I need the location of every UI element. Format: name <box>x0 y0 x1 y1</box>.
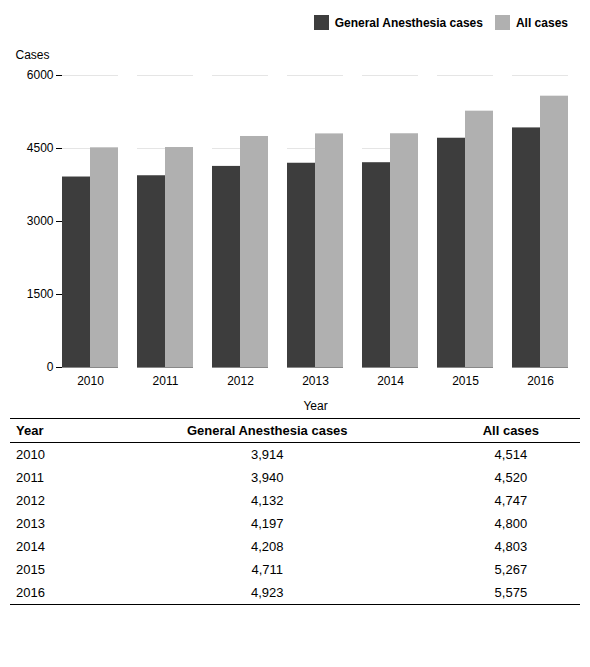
html-text:3,940: 3,940 <box>251 470 284 485</box>
html-text:General Anesthesia cases: General Anesthesia cases <box>334 15 483 30</box>
html-text:4,923: 4,923 <box>251 585 284 600</box>
html-text:All cases: All cases <box>482 423 540 438</box>
svg-text:4500: 4500 <box>27 141 54 155</box>
html-text:2012: 2012 <box>16 493 45 508</box>
svg-text:Cases: Cases <box>16 48 50 62</box>
html-text:2016: 2016 <box>16 585 45 600</box>
html-text:4,208: 4,208 <box>251 539 284 554</box>
html-text:General Anesthesia cases: General Anesthesia cases <box>186 423 348 438</box>
html-text:2011: 2011 <box>16 470 44 485</box>
html-text:2014: 2014 <box>16 539 45 554</box>
html-text:4,132: 4,132 <box>251 493 284 508</box>
html-text:4,747: 4,747 <box>494 493 528 508</box>
html-text:4,800: 4,800 <box>494 516 528 531</box>
svg-text:2012: 2012 <box>227 374 254 388</box>
html-text:5,575: 5,575 <box>494 585 528 600</box>
html-text:4,514: 4,514 <box>494 447 528 462</box>
svg-text:2013: 2013 <box>302 374 329 388</box>
svg-text:2011: 2011 <box>153 374 179 388</box>
svg-text:2014: 2014 <box>377 374 404 388</box>
html-text:4,197: 4,197 <box>251 516 284 531</box>
html-text:5,267: 5,267 <box>494 562 528 577</box>
html-text:All cases: All cases <box>516 15 568 30</box>
html-text:3,914: 3,914 <box>251 447 284 462</box>
svg-text:2015: 2015 <box>452 374 479 388</box>
html-text:2015: 2015 <box>16 562 45 577</box>
html-text:4,803: 4,803 <box>494 539 528 554</box>
svg-text:3000: 3000 <box>27 214 54 228</box>
html-text:Year: Year <box>16 423 44 438</box>
svg-text:2016: 2016 <box>527 374 554 388</box>
html-text:2013: 2013 <box>16 516 45 531</box>
svg-text:1500: 1500 <box>27 287 54 301</box>
svg-text:Year: Year <box>303 399 327 413</box>
svg-text:6000: 6000 <box>27 68 54 82</box>
svg-text:2010: 2010 <box>77 374 104 388</box>
svg-text:0: 0 <box>47 360 54 374</box>
html-text:2010: 2010 <box>16 447 45 462</box>
html-text:4,711: 4,711 <box>251 562 283 577</box>
html-text:4,520: 4,520 <box>494 470 528 485</box>
